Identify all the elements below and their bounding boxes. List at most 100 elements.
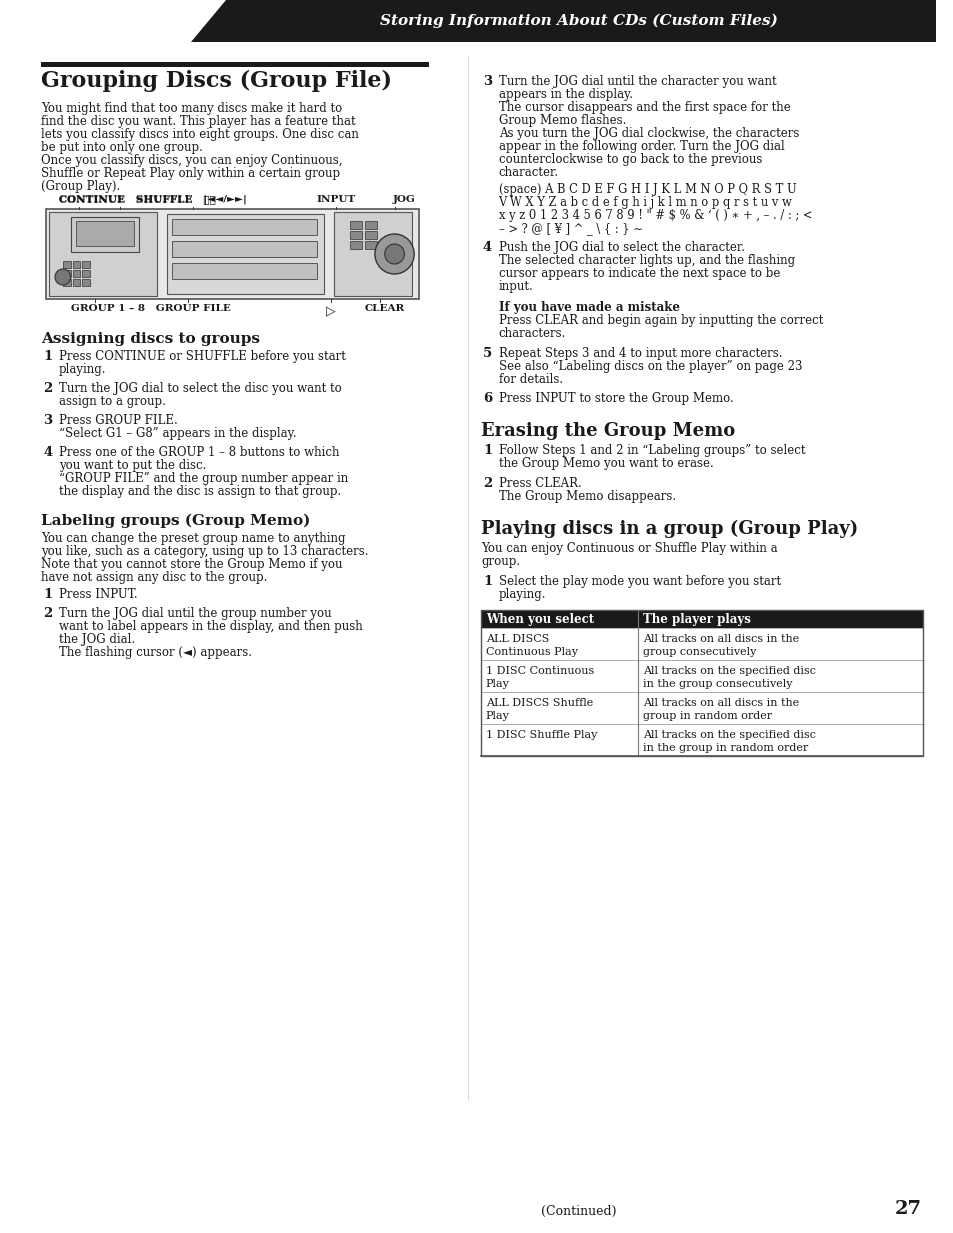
Text: Continuous Play: Continuous Play	[485, 647, 578, 657]
Bar	[167, 215, 324, 293]
Bar	[72, 261, 80, 268]
Text: input.: input.	[498, 280, 533, 293]
Text: have not assign any disc to the group.: have not assign any disc to the group.	[41, 571, 268, 584]
Text: 6: 6	[482, 392, 492, 404]
Circle shape	[375, 234, 414, 274]
Bar	[46, 210, 418, 298]
Text: characters.: characters.	[498, 327, 565, 340]
Text: Turn the JOG dial until the character you want: Turn the JOG dial until the character yo…	[498, 75, 776, 88]
Text: 1: 1	[43, 588, 52, 600]
Text: All tracks on the specified disc: All tracks on the specified disc	[642, 666, 815, 676]
Bar	[172, 240, 316, 256]
Text: in the group consecutively: in the group consecutively	[642, 679, 792, 689]
Text: CLEAR: CLEAR	[365, 305, 405, 313]
Text: Press INPUT.: Press INPUT.	[59, 588, 137, 600]
Text: When you select: When you select	[485, 613, 594, 625]
Text: assign to a group.: assign to a group.	[59, 395, 166, 408]
Bar	[72, 270, 80, 277]
Text: Press CONTINUE or SHUFFLE before you start: Press CONTINUE or SHUFFLE before you sta…	[59, 350, 345, 363]
Text: find the disc you want. This player has a feature that: find the disc you want. This player has …	[41, 115, 355, 128]
Bar	[480, 610, 922, 628]
Text: 5: 5	[482, 346, 492, 360]
Text: counterclockwise to go back to the previous: counterclockwise to go back to the previ…	[498, 153, 761, 166]
Text: GROUP 1 – 8   GROUP FILE: GROUP 1 – 8 GROUP FILE	[71, 305, 231, 313]
Bar	[172, 219, 316, 236]
Text: Storing Information About CDs (Custom Files): Storing Information About CDs (Custom Fi…	[379, 14, 778, 28]
Text: character.: character.	[498, 166, 558, 179]
Bar	[480, 660, 922, 692]
Text: – > ? @ [ ¥ ] ^ _ \ { : } ∼: – > ? @ [ ¥ ] ^ _ \ { : } ∼	[498, 222, 641, 236]
Text: The flashing cursor (◄) appears.: The flashing cursor (◄) appears.	[59, 646, 252, 658]
Text: Play: Play	[485, 679, 509, 689]
Bar	[63, 270, 71, 277]
Text: ALL DISCS Shuffle: ALL DISCS Shuffle	[485, 698, 593, 708]
Text: “Select G1 – G8” appears in the display.: “Select G1 – G8” appears in the display.	[59, 427, 296, 440]
Bar	[365, 221, 376, 229]
Text: You might find that too many discs make it hard to: You might find that too many discs make …	[41, 102, 342, 115]
Text: appears in the display.: appears in the display.	[498, 88, 632, 101]
Text: 1: 1	[482, 444, 492, 457]
Text: group.: group.	[480, 555, 519, 568]
Bar	[172, 263, 316, 279]
Bar	[365, 231, 376, 239]
Text: JOG: JOG	[393, 195, 416, 203]
Text: Shuffle or Repeat Play only within a certain group: Shuffle or Repeat Play only within a cer…	[41, 166, 340, 180]
Text: lets you classify discs into eight groups. One disc can: lets you classify discs into eight group…	[41, 128, 358, 141]
Text: Once you classify discs, you can enjoy Continuous,: Once you classify discs, you can enjoy C…	[41, 154, 342, 166]
Text: Grouping Discs (Group File): Grouping Discs (Group File)	[41, 70, 392, 92]
Bar	[82, 279, 91, 286]
Text: group consecutively: group consecutively	[642, 647, 756, 657]
Bar	[82, 261, 91, 268]
Text: Select the play mode you want before you start: Select the play mode you want before you…	[498, 575, 780, 588]
Bar	[63, 261, 71, 268]
Text: 1: 1	[482, 575, 492, 588]
Text: The selected character lights up, and the flashing: The selected character lights up, and th…	[498, 254, 794, 268]
Text: All tracks on all discs in the: All tracks on all discs in the	[642, 634, 799, 644]
Text: See also “Labeling discs on the player” on page 23: See also “Labeling discs on the player” …	[498, 360, 801, 374]
Text: As you turn the JOG dial clockwise, the characters: As you turn the JOG dial clockwise, the …	[498, 127, 799, 141]
Text: 4: 4	[482, 240, 492, 254]
Text: want to label appears in the display, and then push: want to label appears in the display, an…	[59, 620, 362, 633]
Text: 2: 2	[43, 382, 52, 395]
Text: “GROUP FILE” and the group number appear in: “GROUP FILE” and the group number appear…	[59, 472, 348, 485]
Text: ALL DISCS: ALL DISCS	[485, 634, 549, 644]
Bar	[75, 221, 134, 247]
Text: x y z 0 1 2 3 4 5 6 7 8 9 ! " # $ % & ‘ ( ) ∗ + , – . / : ; <: x y z 0 1 2 3 4 5 6 7 8 9 ! " # $ % & ‘ …	[498, 210, 811, 222]
Polygon shape	[192, 0, 935, 42]
Text: You can change the preset group name to anything: You can change the preset group name to …	[41, 531, 345, 545]
Text: group in random order: group in random order	[642, 711, 771, 721]
Text: Assigning discs to groups: Assigning discs to groups	[41, 332, 260, 346]
Text: cursor appears to indicate the next space to be: cursor appears to indicate the next spac…	[498, 268, 780, 280]
Bar	[49, 212, 157, 296]
Text: 1 DISC Shuffle Play: 1 DISC Shuffle Play	[485, 730, 597, 740]
Text: All tracks on all discs in the: All tracks on all discs in the	[642, 698, 799, 708]
Text: Playing discs in a group (Group Play): Playing discs in a group (Group Play)	[480, 520, 858, 539]
Text: the Group Memo you want to erase.: the Group Memo you want to erase.	[498, 457, 713, 470]
Text: The cursor disappears and the first space for the: The cursor disappears and the first spac…	[498, 101, 789, 113]
Text: V W X Y Z a b c d e f g h i j k l m n o p q r s t u v w: V W X Y Z a b c d e f g h i j k l m n o …	[498, 196, 792, 210]
Text: Turn the JOG dial to select the disc you want to: Turn the JOG dial to select the disc you…	[59, 382, 341, 395]
Bar	[480, 628, 922, 660]
Bar	[71, 217, 139, 252]
Text: for details.: for details.	[498, 374, 562, 386]
Text: in the group in random order: in the group in random order	[642, 743, 807, 753]
Text: 1 DISC Continuous: 1 DISC Continuous	[485, 666, 594, 676]
Text: 3: 3	[482, 75, 492, 88]
Text: Press CLEAR and begin again by inputting the correct: Press CLEAR and begin again by inputting…	[498, 314, 822, 327]
Text: be put into only one group.: be put into only one group.	[41, 141, 203, 154]
Text: (Group Play).: (Group Play).	[41, 180, 120, 194]
Bar	[480, 724, 922, 756]
Bar	[72, 279, 80, 286]
Text: the display and the disc is assign to that group.: the display and the disc is assign to th…	[59, 485, 341, 498]
Bar	[334, 212, 412, 296]
Bar	[82, 270, 91, 277]
Bar	[365, 240, 376, 249]
Text: Turn the JOG dial until the group number you: Turn the JOG dial until the group number…	[59, 607, 331, 620]
Text: You can enjoy Continuous or Shuffle Play within a: You can enjoy Continuous or Shuffle Play…	[480, 543, 777, 555]
Text: playing.: playing.	[498, 588, 545, 600]
Text: appear in the following order. Turn the JOG dial: appear in the following order. Turn the …	[498, 141, 783, 153]
Text: 27: 27	[894, 1200, 922, 1218]
Text: If you have made a mistake: If you have made a mistake	[498, 301, 679, 314]
Text: Play: Play	[485, 711, 509, 721]
Text: playing.: playing.	[59, 363, 107, 376]
